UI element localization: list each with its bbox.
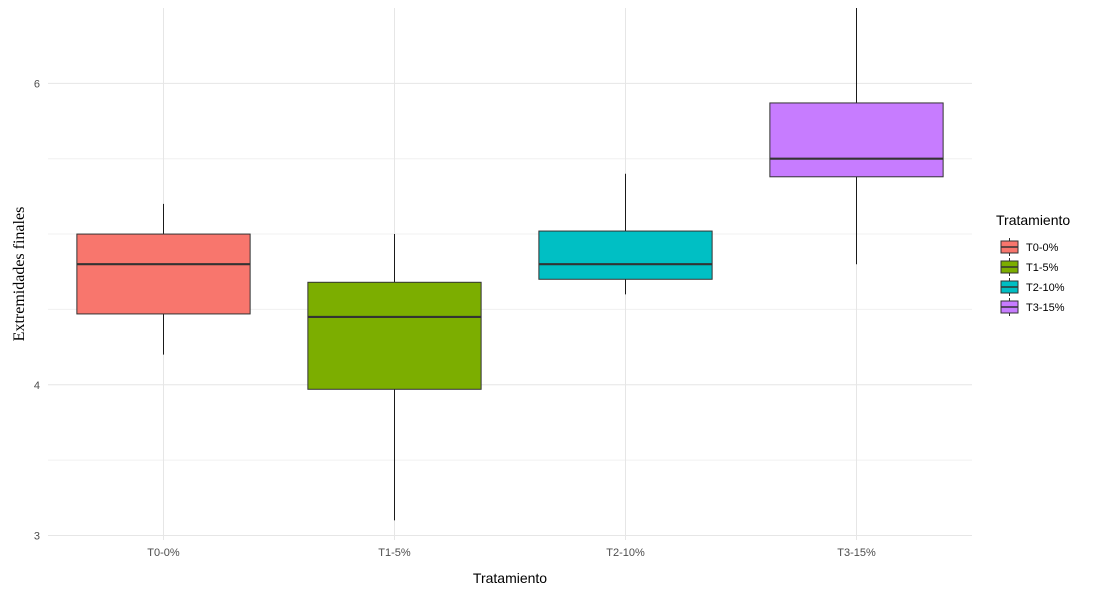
y-axis-title: Extremidades finales: [11, 207, 28, 342]
legend-label: T3-15%: [1026, 302, 1065, 314]
legend: Tratamiento T0-0% T1-5% T2-10% T3-15%: [996, 212, 1070, 316]
y-tick-label: 6: [34, 78, 40, 90]
legend-item: T0-0%: [1000, 238, 1059, 256]
x-tick-label: T3-15%: [837, 547, 876, 559]
legend-item: T2-10%: [1000, 278, 1065, 296]
box-rect: [538, 230, 713, 280]
box-T0-0%: [76, 203, 251, 355]
box-rect: [76, 233, 251, 315]
box-T2-10%: [538, 173, 713, 295]
y-tick-label: 3: [34, 530, 40, 542]
x-axis-ticks: T0-0% T1-5% T2-10% T3-15%: [147, 547, 876, 559]
x-tick-label: T1-5%: [378, 547, 411, 559]
x-axis-title: Tratamiento: [473, 570, 547, 586]
x-tick-label: T2-10%: [606, 547, 645, 559]
box-T3-15%: [769, 8, 944, 265]
box-rect: [307, 281, 482, 390]
legend-label: T2-10%: [1026, 282, 1065, 294]
y-tick-label: 4: [34, 380, 40, 392]
legend-label: T1-5%: [1026, 262, 1059, 274]
legend-item: T3-15%: [1000, 298, 1065, 316]
boxes: [76, 8, 944, 521]
legend-title: Tratamiento: [996, 212, 1070, 228]
box-T1-5%: [307, 234, 482, 521]
y-axis-ticks: 3 4 6: [34, 78, 40, 542]
x-tick-label: T0-0%: [147, 547, 180, 559]
box-rect: [769, 102, 944, 178]
legend-item: T1-5%: [1000, 258, 1059, 276]
legend-label: T0-0%: [1026, 242, 1059, 254]
